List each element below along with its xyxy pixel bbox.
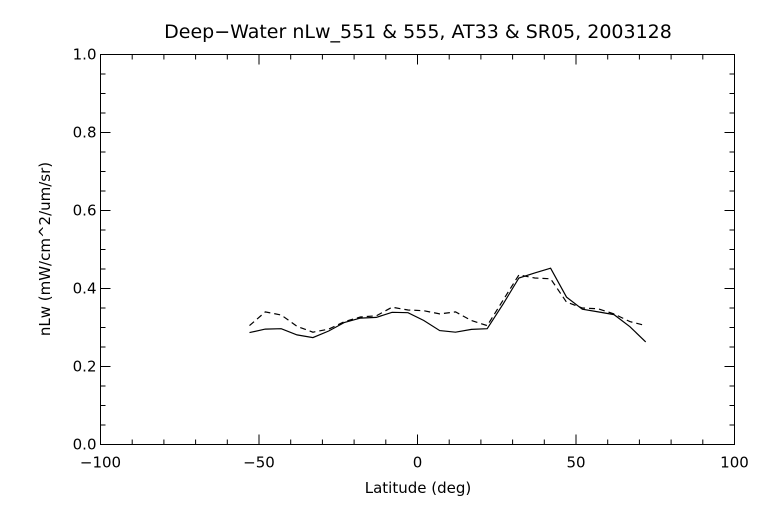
data-series bbox=[249, 267, 647, 343]
series-line-dashed bbox=[249, 274, 646, 333]
plot-frame bbox=[100, 54, 735, 445]
y-tick-label: 1.0 bbox=[73, 46, 97, 64]
y-tick-label: 0.0 bbox=[73, 436, 97, 454]
axis-ticks bbox=[100, 54, 735, 445]
y-tick-label: 0.2 bbox=[73, 358, 97, 376]
x-tick-label: −50 bbox=[243, 454, 275, 472]
series-line-solid bbox=[249, 267, 647, 343]
x-tick-label: −100 bbox=[80, 454, 121, 472]
y-tick-label: 0.6 bbox=[73, 202, 97, 220]
y-tick-label: 0.8 bbox=[73, 124, 97, 142]
x-tick-label: 50 bbox=[566, 454, 585, 472]
x-tick-label: 0 bbox=[413, 454, 423, 472]
chart-title: Deep−Water nLw_551 & 555, AT33 & SR05, 2… bbox=[164, 21, 672, 43]
tick-labels: −100 −50 0 50 100 0.0 0.2 0.4 0.6 0.8 1.0 bbox=[73, 46, 749, 472]
y-axis-label: nLw (mW/cm^2/um/sr) bbox=[36, 162, 54, 336]
y-tick-label: 0.4 bbox=[73, 280, 97, 298]
x-tick-label: 100 bbox=[720, 454, 749, 472]
x-axis-label: Latitude (deg) bbox=[365, 479, 471, 497]
